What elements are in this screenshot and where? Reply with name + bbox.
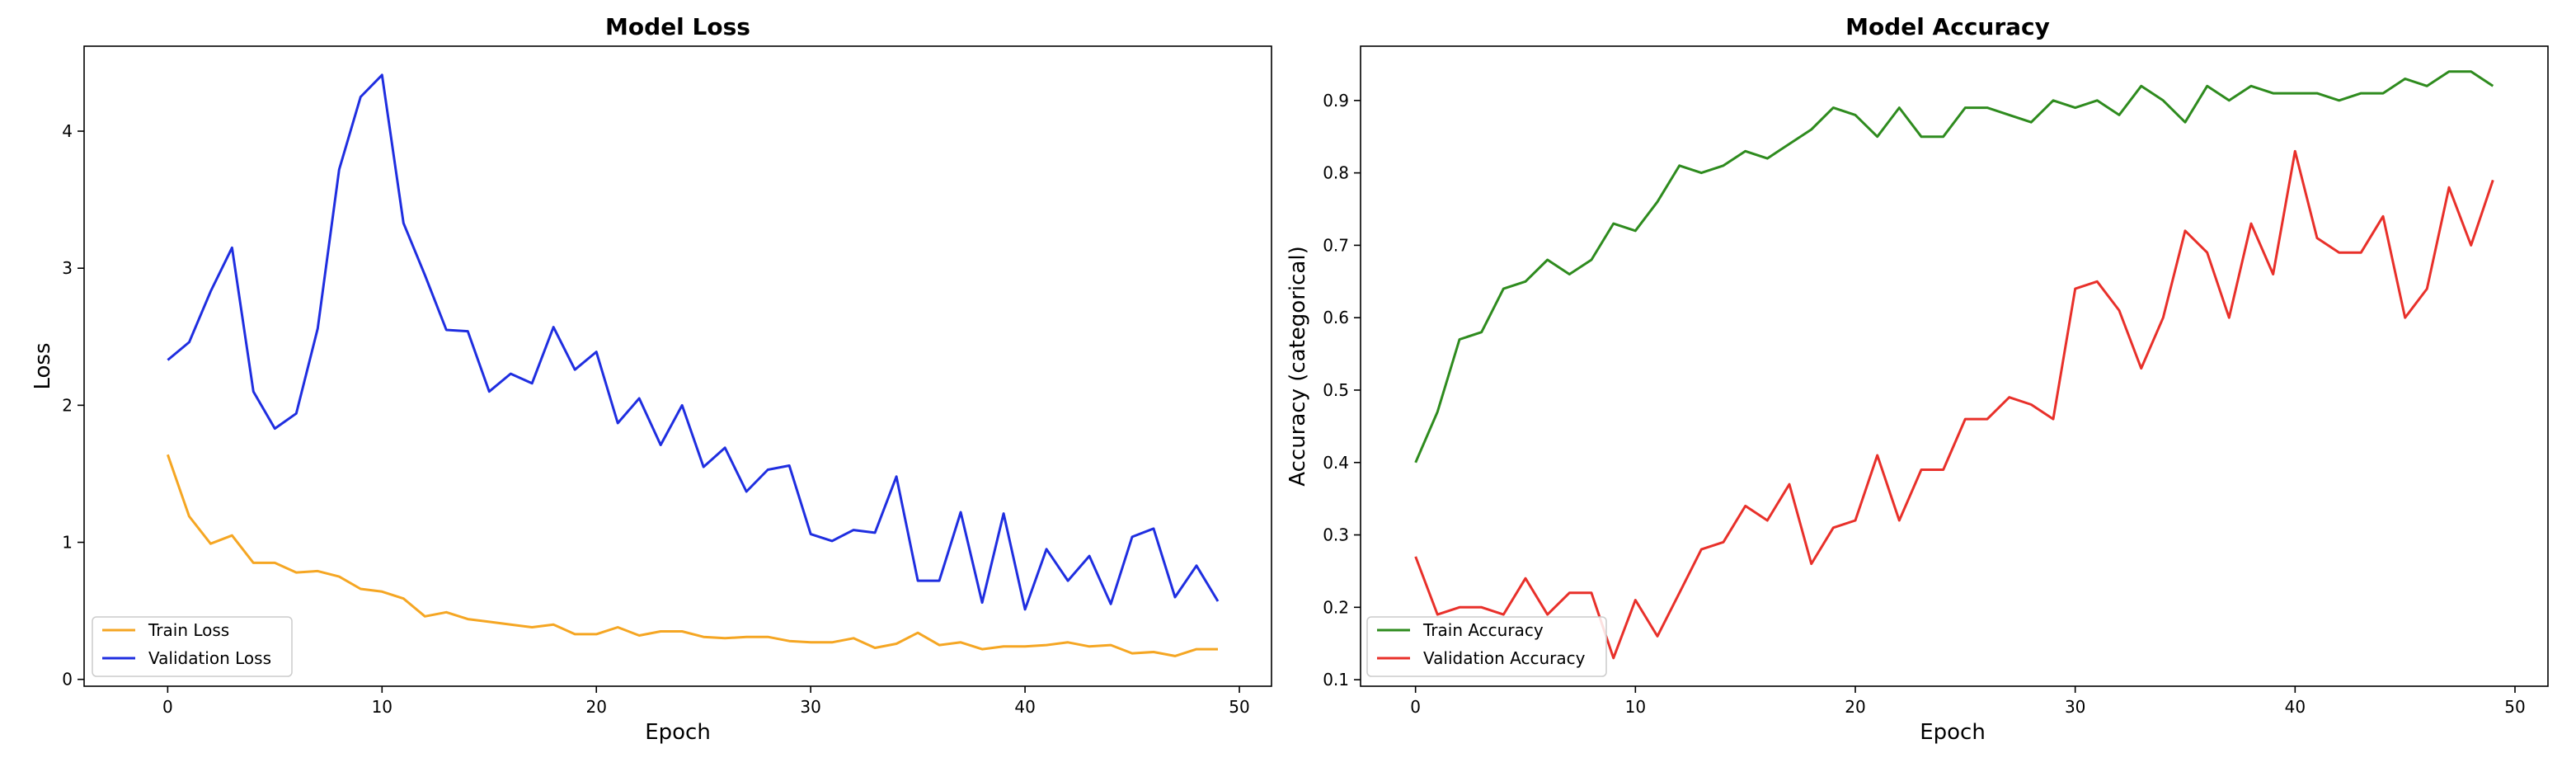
loss-y-ticks: 0 1 2 3 4 [62,121,84,690]
loss-chart-title: Model Loss [605,13,750,40]
accuracy-y-tick-label: 0.2 [1323,597,1349,617]
loss-x-tick-label: 30 [800,697,820,717]
loss-x-tick-label: 0 [162,697,173,717]
loss-legend-train-label: Train Loss [148,620,229,640]
accuracy-x-tick-label: 40 [2285,697,2306,717]
loss-series-validation-loss-line [167,73,1220,611]
accuracy-x-tick-label: 30 [2065,697,2085,717]
loss-y-tick-label: 4 [62,121,73,141]
accuracy-y-tick-label: 0.1 [1323,670,1349,690]
accuracy-y-tick-label: 0.3 [1323,525,1349,545]
accuracy-y-tick-label: 0.4 [1323,453,1349,473]
accuracy-chart-title: Model Accuracy [1845,13,2050,40]
accuracy-legend-validation-label: Validation Accuracy [1423,648,1586,668]
loss-x-tick-label: 50 [1229,697,1249,717]
accuracy-y-tick-label: 0.7 [1323,235,1349,255]
loss-series-train-loss-line [166,454,1218,657]
accuracy-x-tick-label: 50 [2504,697,2525,717]
loss-legend: Train Loss Validation Loss [92,616,293,677]
accuracy-x-tick-label: 10 [1625,697,1646,717]
accuracy-series-train-accuracy-line [1414,70,2494,464]
loss-x-tick-label: 20 [586,697,607,717]
accuracy-y-tick-label: 0.6 [1323,308,1349,327]
accuracy-series-validation-accuracy-line [1414,149,2494,660]
accuracy-x-ticks: 0 10 20 30 40 50 [1410,686,2526,717]
accuracy-plot-area [1360,45,2549,687]
loss-plot-area [83,45,1272,687]
loss-legend-box [92,616,293,677]
accuracy-y-axis-label: Accuracy (categorical) [1286,246,1310,486]
accuracy-chart: Model Accuracy 0 10 20 30 40 50 0.10.20.30.40… [1286,13,2549,745]
loss-y-axis-label: Loss [31,342,55,389]
loss-x-tick-label: 40 [1014,697,1035,717]
accuracy-series [1414,70,2494,660]
accuracy-legend-box [1366,616,1607,677]
loss-x-axis-label: Epoch [645,720,711,745]
loss-y-tick-label: 2 [62,395,73,415]
accuracy-x-tick-label: 0 [1410,697,1421,717]
loss-y-tick-label: 1 [62,533,73,553]
loss-y-tick-label: 3 [62,258,73,278]
loss-y-tick-label: 0 [62,670,73,690]
loss-x-ticks: 0 10 20 30 40 50 [162,686,1250,717]
accuracy-y-tick-label: 0.5 [1323,380,1349,400]
accuracy-y-tick-label: 0.8 [1323,163,1349,183]
loss-series [166,73,1220,657]
accuracy-y-ticks: 0.1 0.2 0.3 0.4 0.5 0.6 0.7 0.8 0.9 [1323,91,1361,690]
loss-x-tick-label: 10 [372,697,393,717]
accuracy-legend-train-label: Train Accuracy [1422,620,1544,640]
accuracy-y-tick-label: 0.9 [1323,91,1349,111]
accuracy-x-axis-label: Epoch [1920,720,1986,745]
accuracy-legend: Train Accuracy Validation Accuracy [1366,616,1607,677]
accuracy-x-tick-label: 20 [1845,697,1865,717]
loss-legend-validation-label: Validation Loss [148,648,271,668]
